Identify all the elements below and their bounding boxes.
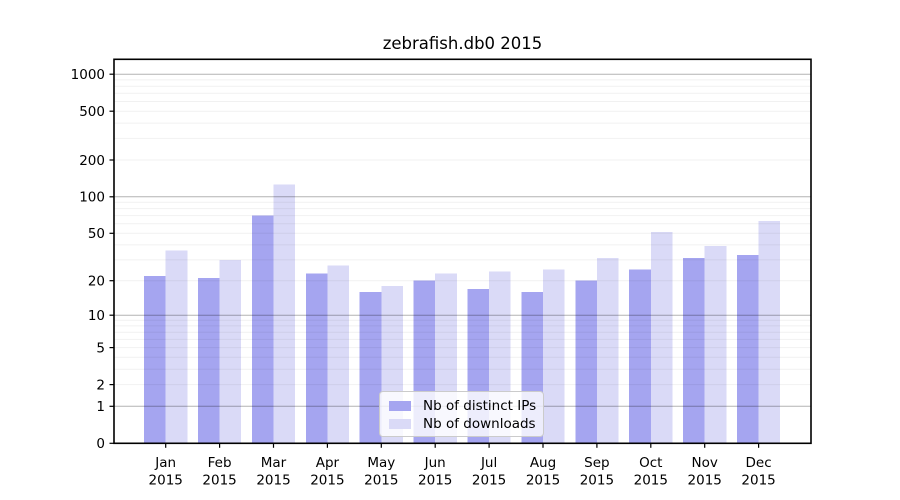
y-tick-label: 1000 [71,67,105,83]
bar-downloads [758,221,781,444]
bar-distinct-ips [305,273,328,444]
x-tick-month-label: Jan [154,455,176,471]
x-tick-year-label: 2015 [202,473,236,489]
x-tick-month-label: Jul [480,455,497,471]
legend-swatch-downloads [389,419,411,429]
y-tick-label: 500 [79,104,105,120]
x-tick-month-label: Dec [746,455,772,471]
bar-distinct-ips [629,269,651,444]
x-tick-year-label: 2015 [741,473,775,489]
bar-downloads [165,250,188,444]
x-tick-month-label: Aug [530,455,556,471]
bar-downloads [219,259,242,444]
x-tick-month-label: Nov [692,455,718,471]
x-tick-month-label: Feb [208,455,232,471]
x-tick-year-label: 2015 [634,473,668,489]
bar-distinct-ips [683,258,705,444]
x-tick-year-label: 2015 [310,473,344,489]
legend-label-downloads: Nb of downloads [423,416,536,432]
y-tick-label: 2 [96,377,105,393]
legend-label-distinct-ips: Nb of distinct IPs [423,398,537,414]
bar-downloads [596,258,619,444]
y-tick-label: 1 [96,399,105,415]
legend: Nb of distinct IPs Nb of downloads [379,391,544,437]
x-tick-year-label: 2015 [364,473,398,489]
bar-distinct-ips [737,254,759,444]
y-tick-label: 20 [88,274,105,290]
chart-title: zebrafish.db0 2015 [382,34,543,53]
x-tick-year-label: 2015 [418,473,452,489]
y-tick-label: 10 [88,308,105,324]
y-tick-label: 200 [79,153,105,169]
legend-entry-distinct-ips: Nb of distinct IPs [380,397,543,415]
bar-downloads [704,246,727,444]
bar-distinct-ips [144,275,166,444]
x-tick-year-label: 2015 [688,473,722,489]
x-tick-month-label: Oct [639,455,662,471]
y-tick-label: 50 [88,226,105,242]
x-tick-month-label: Apr [316,455,340,471]
x-tick-month-label: Jun [424,455,446,471]
x-tick-year-label: 2015 [526,473,560,489]
legend-swatch-distinct-ips [389,401,411,411]
x-tick-year-label: 2015 [149,473,183,489]
x-tick-month-label: Mar [261,455,287,471]
bar-distinct-ips [198,278,220,444]
bar-distinct-ips [251,215,274,444]
y-tick-label: 100 [79,190,105,206]
bar-downloads [650,232,673,444]
bar-downloads [273,184,296,444]
bar-distinct-ips [359,292,382,444]
y-tick-label: 0 [96,436,105,452]
bar-downloads [543,269,565,444]
x-tick-month-label: May [367,455,395,471]
x-tick-year-label: 2015 [580,473,614,489]
x-tick-year-label: 2015 [472,473,506,489]
x-tick-month-label: Sep [584,455,609,471]
x-tick-year-label: 2015 [256,473,290,489]
y-tick-label: 5 [96,340,105,356]
bar-downloads [327,265,349,444]
bar-distinct-ips [575,280,597,444]
legend-entry-downloads: Nb of downloads [380,415,543,433]
plot-border [113,58,812,445]
